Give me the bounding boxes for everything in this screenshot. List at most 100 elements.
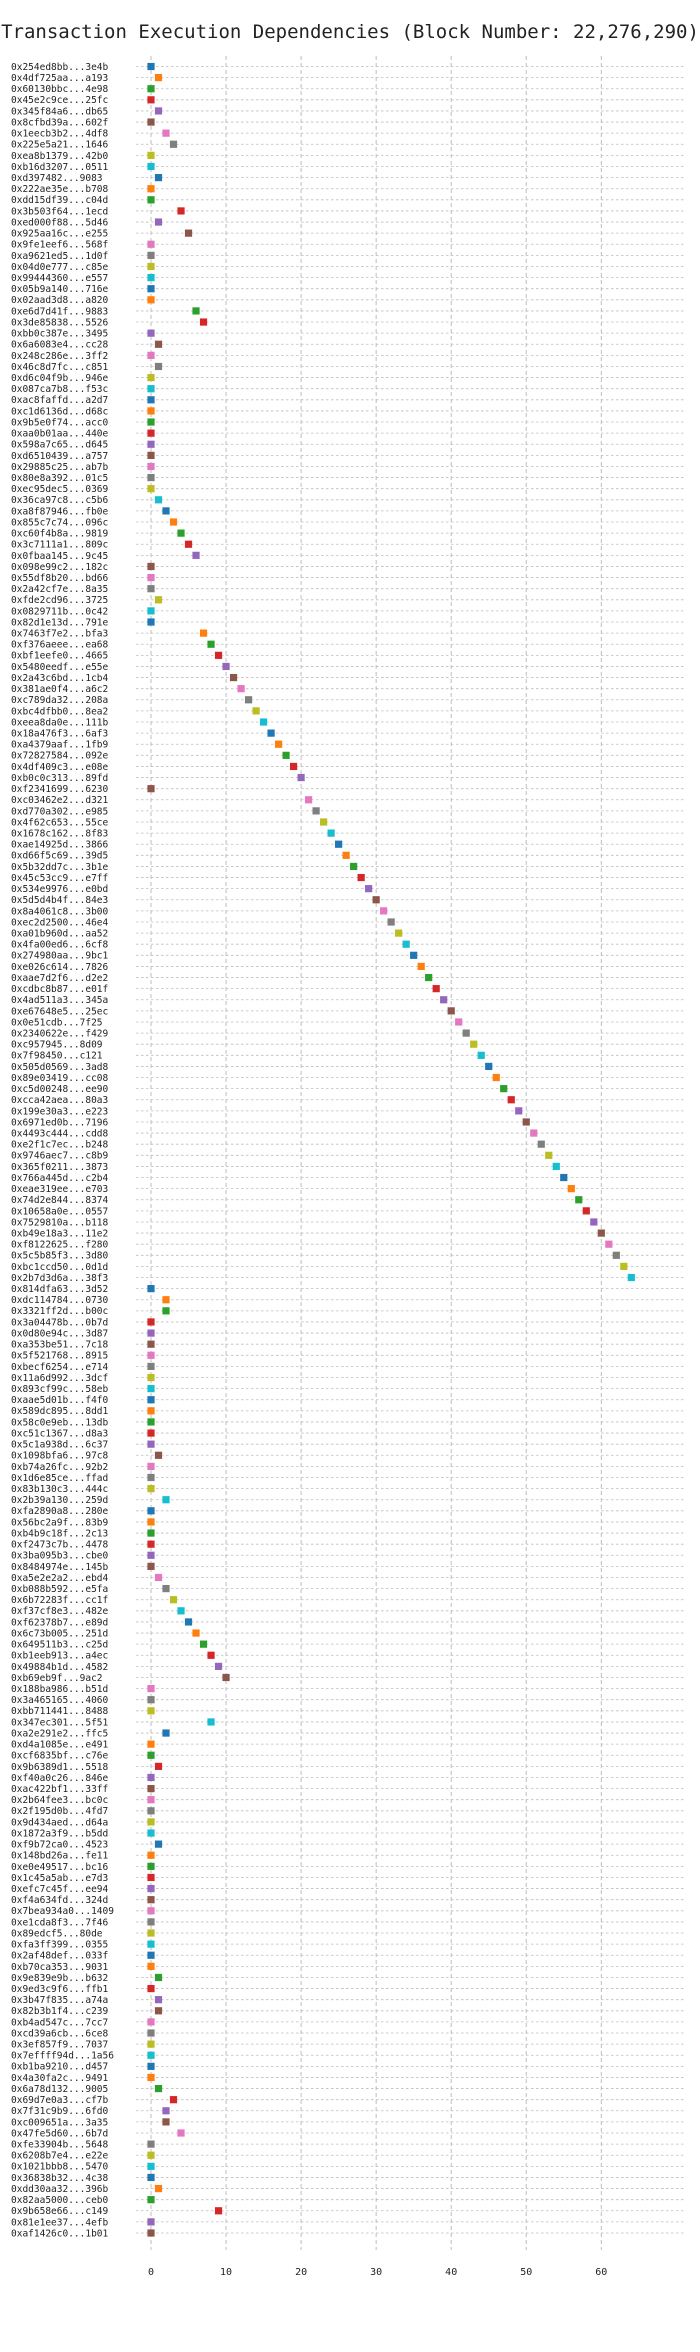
data-point <box>410 951 418 959</box>
y-tick-label: 0x098e99c2...182c <box>11 562 108 573</box>
data-point <box>147 85 155 93</box>
data-point <box>169 2096 178 2104</box>
y-tick-label: 0x05b9a140...716e <box>11 284 109 295</box>
data-point <box>154 1573 163 1582</box>
data-point <box>147 1896 155 1904</box>
data-point <box>350 862 358 871</box>
y-tick-label: 0x3321ff2d...b00c <box>11 1306 108 1317</box>
data-point <box>184 1618 193 1626</box>
y-tick-label: 0xe6d7d41f...9883 <box>11 306 108 317</box>
y-tick-label: 0x18a476f3...6af3 <box>11 729 108 740</box>
y-tick-label: 0x1678c162...8f83 <box>11 829 108 840</box>
y-tick-label: 0x5d5d4b4f...84e3 <box>11 895 108 906</box>
data-point <box>147 785 155 793</box>
data-point <box>147 1751 155 1759</box>
data-point <box>147 1485 155 1493</box>
y-tick-label: 0x4a30fa2c...9491 <box>11 2073 109 2084</box>
data-point <box>147 1418 155 1426</box>
y-tick-label: 0x7463f7e2...bfa3 <box>11 629 108 640</box>
y-tick-label: 0x6208b7e4...e22e <box>11 2151 109 2162</box>
data-point <box>147 1351 155 1359</box>
x-tick-label: 40 <box>445 2267 457 2278</box>
y-tick-label: 0xa2e291e2...ffc5 <box>11 1728 108 1739</box>
y-tick-label: 0x8cfbd39a...602f <box>11 117 108 128</box>
data-point <box>274 740 283 748</box>
y-tick-label: 0x58c0e9eb...13db <box>11 1417 109 1428</box>
data-point <box>147 607 155 615</box>
data-point <box>147 1918 155 1926</box>
data-point <box>147 573 155 582</box>
y-tick-label: 0xe0e49517...bc16 <box>11 1862 109 1873</box>
y-tick-label: 0x222ae35e...b708 <box>11 184 109 195</box>
data-point <box>387 918 395 926</box>
y-tick-label: 0xd397482...9083 <box>11 173 103 184</box>
data-point <box>582 1207 590 1215</box>
grid-lines <box>136 56 686 2250</box>
y-tick-label: 0xc5d00248...ee90 <box>11 1084 109 1095</box>
data-point <box>147 1696 155 1704</box>
y-tick-label: 0x649511b3...c25d <box>11 1640 108 1651</box>
y-tick-label: 0xb4b9c18f...2c13 <box>11 1528 108 1539</box>
y-tick-label: 0x766a445d...c2b4 <box>11 1173 109 1184</box>
y-tick-label: 0xa5e2e2a2...ebd4 <box>11 1573 109 1584</box>
data-point <box>147 1551 155 1559</box>
y-tick-label: 0x8484974e...145b <box>11 1562 109 1573</box>
data-point <box>147 1784 155 1793</box>
x-tick-label: 10 <box>220 2267 232 2278</box>
data-point <box>147 1829 155 1837</box>
data-point <box>154 218 163 226</box>
data-point <box>147 1740 155 1748</box>
y-tick-label: 0x5480eedf...e55e <box>11 662 109 673</box>
data-point <box>312 807 320 815</box>
y-tick-label: 0xf2473c7b...4478 <box>11 1540 109 1551</box>
data-point <box>147 373 155 382</box>
data-point <box>447 1007 455 1015</box>
y-tick-label: 0xa8f87946...fb0e <box>11 506 109 517</box>
y-tick-label: 0x0d80e94c...3d87 <box>11 1328 108 1339</box>
data-point <box>147 1373 155 1382</box>
y-tick-label: 0xa9621ed5...1d0f <box>11 251 108 262</box>
data-point <box>162 129 170 137</box>
data-point <box>147 2173 155 2182</box>
y-tick-label: 0x5c1a938d...6c37 <box>11 1440 108 1451</box>
data-point <box>147 1873 155 1882</box>
data-point <box>372 896 380 904</box>
data-point <box>147 440 155 448</box>
data-point <box>507 1096 515 1104</box>
y-tick-label: 0x8a4061c8...3b00 <box>11 906 109 917</box>
data-point <box>290 762 298 771</box>
data-point <box>380 907 388 915</box>
data-point <box>147 1851 155 1859</box>
y-tick-label: 0x534e9976...e0bd <box>11 884 108 895</box>
y-tick-label: 0x4493c444...cdd8 <box>11 1128 109 1139</box>
y-tick-label: 0x225e5a21...1646 <box>11 140 109 151</box>
data-point <box>627 1273 635 1282</box>
y-tick-label: 0x55df8b20...bd66 <box>11 573 109 584</box>
y-tick-label: 0x3de85838...5526 <box>11 317 109 328</box>
y-tick-label: 0x0fbaa145...9c45 <box>11 551 108 562</box>
y-tick-label: 0xdc114784...0730 <box>11 1295 109 1306</box>
y-tick-label: 0xc957945...8d09 <box>11 1040 103 1051</box>
data-point <box>184 229 193 237</box>
y-tick-label: 0xf9b72ca0...4523 <box>11 1840 108 1851</box>
data-point <box>147 1407 155 1415</box>
y-tick-label: 0x4df725aa...a193 <box>11 73 108 84</box>
y-tick-label: 0xf376aeee...ea68 <box>11 640 109 651</box>
data-point <box>147 329 155 337</box>
data-point <box>147 385 155 393</box>
data-point <box>605 1240 613 1248</box>
data-point <box>462 1029 470 1037</box>
y-tick-label: 0x89e03419...cc08 <box>11 1073 109 1084</box>
data-point <box>432 985 440 993</box>
y-tick-label: 0x02aad3d8...a820 <box>11 295 109 306</box>
y-tick-label: 0xf8122625...f280 <box>11 1240 109 1251</box>
y-tick-label: 0x0e51cdb...7f25 <box>11 1017 103 1028</box>
data-point <box>147 2018 155 2026</box>
y-tick-label: 0x1eecb3b2...4df8 <box>11 129 109 140</box>
data-point <box>244 696 253 704</box>
data-point <box>147 473 155 482</box>
data-point <box>417 962 425 971</box>
y-tick-label: 0xc51c1367...d8a3 <box>11 1428 108 1439</box>
y-tick-label: 0xcca42aea...80a3 <box>11 1095 108 1106</box>
